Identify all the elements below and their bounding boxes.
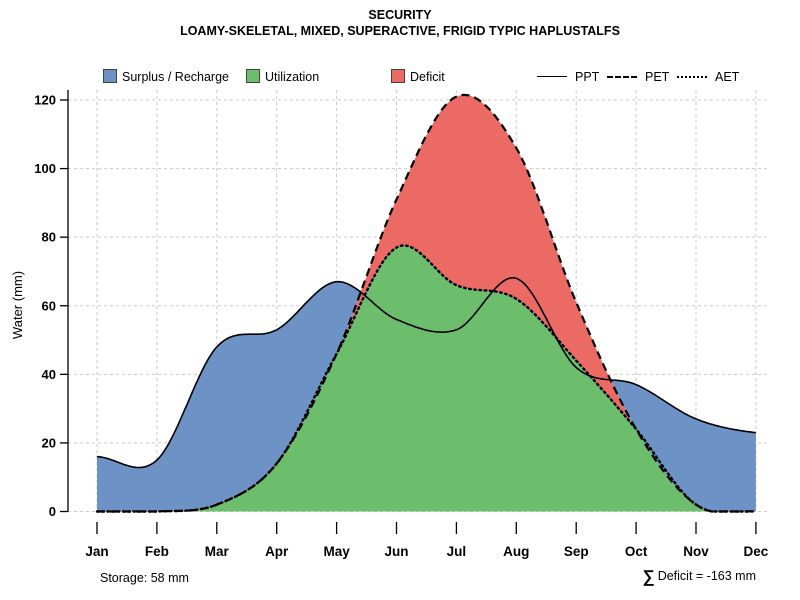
legend-label-deficit: Deficit bbox=[410, 70, 445, 84]
x-tick-label: May bbox=[323, 544, 350, 559]
y-tick-label: 20 bbox=[42, 435, 56, 450]
legend-label-pet: PET bbox=[645, 70, 670, 84]
deficit-sum-text: Deficit = -163 mm bbox=[657, 569, 756, 583]
x-tick-label: Feb bbox=[145, 544, 169, 559]
area-utilization bbox=[97, 245, 756, 512]
chart-subtitle: LOAMY-SKELETAL, MIXED, SUPERACTIVE, FRIG… bbox=[180, 24, 620, 38]
x-tick-label: Dec bbox=[744, 544, 769, 559]
y-tick-label: 80 bbox=[42, 230, 56, 245]
legend-swatch-deficit bbox=[391, 69, 405, 83]
sigma-symbol: ∑ bbox=[642, 567, 655, 586]
chart-title: SECURITY bbox=[368, 8, 432, 22]
legend-label-surplus: Surplus / Recharge bbox=[122, 70, 230, 84]
y-tick-label: 60 bbox=[42, 298, 56, 313]
legend-line-pet bbox=[607, 76, 637, 78]
area-deficit bbox=[97, 94, 756, 512]
legend-label-ppt: PPT bbox=[575, 70, 600, 84]
x-tick-label: Aug bbox=[503, 544, 529, 559]
legend-line-aet bbox=[677, 76, 707, 78]
storage-note: Storage: 58 mm bbox=[100, 571, 189, 585]
legend-swatch-utilization bbox=[246, 69, 260, 83]
x-tick-label: Oct bbox=[625, 544, 648, 559]
legend-line-ppt bbox=[537, 76, 567, 77]
y-tick-label: 40 bbox=[42, 367, 56, 382]
y-tick-label: 100 bbox=[34, 161, 56, 176]
deficit-sum-note: ∑ Deficit = -163 mm bbox=[643, 567, 756, 587]
y-axis-title: Water (mm) bbox=[10, 270, 25, 340]
legend-swatch-surplus bbox=[103, 69, 117, 83]
x-tick-label: Jan bbox=[85, 544, 108, 559]
x-tick-label: Mar bbox=[205, 544, 230, 559]
area-surplus bbox=[97, 94, 756, 512]
x-tick-label: Jun bbox=[384, 544, 408, 559]
y-tick-label: 120 bbox=[34, 93, 56, 108]
y-tick-label: 0 bbox=[49, 504, 56, 519]
ppt-line bbox=[96, 277, 756, 469]
legend-label-utilization: Utilization bbox=[265, 70, 320, 84]
x-tick-label: Sep bbox=[564, 544, 589, 559]
legend-label-aet: AET bbox=[715, 70, 740, 84]
x-tick-label: Jul bbox=[447, 544, 467, 559]
x-tick-label: Nov bbox=[683, 544, 709, 559]
x-tick-label: Apr bbox=[265, 544, 289, 559]
aet-line bbox=[95, 244, 758, 513]
